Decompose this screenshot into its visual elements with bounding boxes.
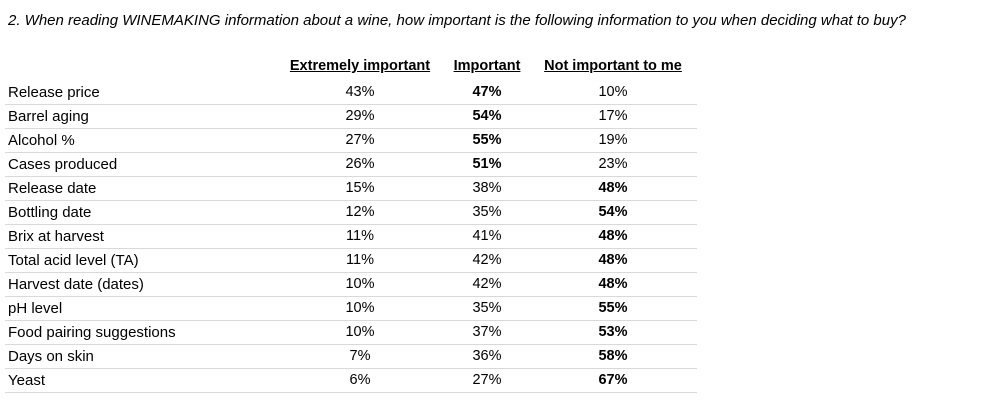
table-row: Total acid level (TA) 11% 42% 48% xyxy=(5,249,697,273)
row-label: Bottling date xyxy=(8,204,92,221)
percent-cell: 10% xyxy=(345,324,375,340)
percent-cell: 53% xyxy=(598,324,628,340)
question-title: 2. When reading WINEMAKING information a… xyxy=(8,12,906,29)
percent-cell: 41% xyxy=(472,228,502,244)
percent-cell: 17% xyxy=(598,108,628,124)
row-label: Harvest date (dates) xyxy=(8,276,144,293)
percent-cell: 19% xyxy=(598,132,628,148)
percent-cell: 55% xyxy=(472,132,502,148)
column-header: Extremely important xyxy=(289,58,431,74)
percent-cell: 35% xyxy=(472,204,502,220)
percent-cell: 29% xyxy=(345,108,375,124)
column-header: Important xyxy=(453,58,521,74)
percent-cell: 42% xyxy=(472,276,502,292)
percent-cell: 36% xyxy=(472,348,502,364)
percent-cell: 54% xyxy=(598,204,628,220)
percent-cell: 51% xyxy=(472,156,502,172)
percent-cell: 48% xyxy=(598,276,628,292)
percent-cell: 27% xyxy=(345,132,375,148)
row-label: Days on skin xyxy=(8,348,94,365)
table-row: Harvest date (dates) 10% 42% 48% xyxy=(5,273,697,297)
percent-cell: 48% xyxy=(598,252,628,268)
row-label: Alcohol % xyxy=(8,132,75,149)
table-row: Cases produced 26% 51% 23% xyxy=(5,153,697,177)
percent-cell: 58% xyxy=(598,348,628,364)
row-label: Barrel aging xyxy=(8,108,89,125)
percent-cell: 11% xyxy=(346,252,374,268)
percent-cell: 54% xyxy=(472,108,502,124)
row-label: Cases produced xyxy=(8,156,118,173)
percent-cell: 12% xyxy=(345,204,375,220)
table-row: Barrel aging 29% 54% 17% xyxy=(5,105,697,129)
percent-cell: 55% xyxy=(598,300,628,316)
percent-cell: 42% xyxy=(472,252,502,268)
table-row: Bottling date 12% 35% 54% xyxy=(5,201,697,225)
row-label: pH level xyxy=(8,300,63,317)
row-label: Total acid level (TA) xyxy=(8,252,139,269)
table-row: Release date 15% 38% 48% xyxy=(5,177,697,201)
table-row: Food pairing suggestions 10% 37% 53% xyxy=(5,321,697,345)
percent-cell: 47% xyxy=(472,84,502,100)
percent-cell: 48% xyxy=(598,180,628,196)
table-row: Brix at harvest 11% 41% 48% xyxy=(5,225,697,249)
percent-cell: 37% xyxy=(472,324,502,340)
row-label: Brix at harvest xyxy=(8,228,104,245)
percent-cell: 11% xyxy=(346,228,374,244)
row-label: Yeast xyxy=(8,372,45,389)
percent-cell: 67% xyxy=(598,372,628,388)
percent-cell: 38% xyxy=(472,180,502,196)
percent-cell: 6% xyxy=(349,372,371,388)
percent-cell: 7% xyxy=(349,348,371,364)
percent-cell: 10% xyxy=(598,84,628,100)
row-label: Release price xyxy=(8,84,100,101)
table-row: Days on skin 7% 36% 58% xyxy=(5,345,697,369)
table-row: pH level 10% 35% 55% xyxy=(5,297,697,321)
percent-cell: 10% xyxy=(345,276,375,292)
percent-cell: 10% xyxy=(345,300,375,316)
percent-cell: 48% xyxy=(598,228,628,244)
row-label: Food pairing suggestions xyxy=(8,324,176,341)
percent-cell: 15% xyxy=(345,180,375,196)
table-row: Alcohol % 27% 55% 19% xyxy=(5,129,697,153)
percent-cell: 27% xyxy=(472,372,502,388)
percent-cell: 43% xyxy=(345,84,375,100)
percent-cell: 26% xyxy=(345,156,375,172)
column-header: Not important to me xyxy=(544,58,682,74)
table-row: Yeast 6% 27% 67% xyxy=(5,369,697,393)
row-label: Release date xyxy=(8,180,97,197)
table-row: Release price 43% 47% 10% xyxy=(5,81,697,105)
percent-cell: 35% xyxy=(472,300,502,316)
percent-cell: 23% xyxy=(598,156,628,172)
